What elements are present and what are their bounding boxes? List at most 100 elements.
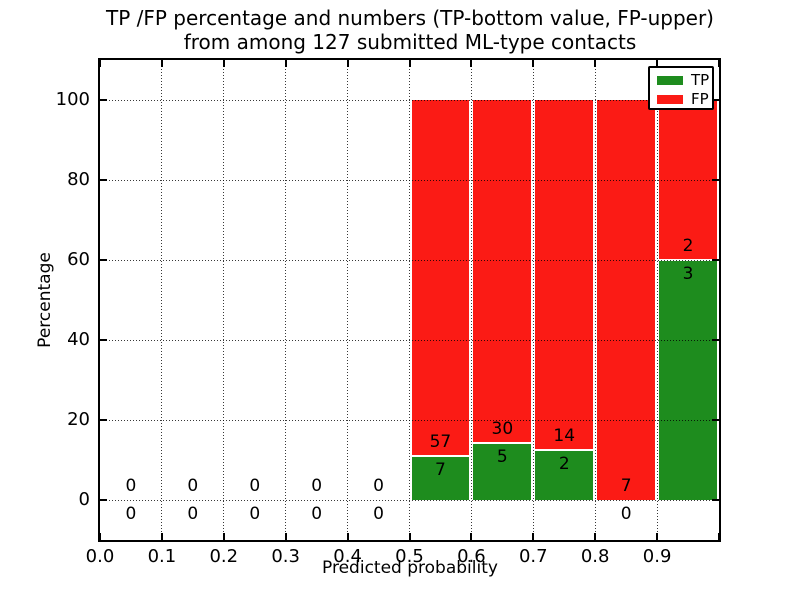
x-tick-label-0.9: 0.9 <box>642 546 672 567</box>
chart-title-line2: from among 127 submitted ML-type contact… <box>183 30 637 54</box>
y-tick-label-0: 0 <box>78 489 90 510</box>
x-tick-label-0.7: 0.7 <box>518 546 548 567</box>
x-tick-label-0.2: 0.2 <box>209 546 239 567</box>
bar-tp-segment <box>659 260 717 500</box>
tp-count-label: 0 <box>620 504 632 524</box>
tp-count-label: 0 <box>125 504 137 524</box>
gridline-x-5 <box>409 60 410 540</box>
tp-count-label: 5 <box>496 446 508 467</box>
y-tick-mark-right <box>712 99 719 101</box>
legend-label-fp: FP <box>691 90 709 108</box>
x-tick-mark-top <box>470 60 473 67</box>
y-tick-mark <box>100 339 107 341</box>
x-tick-label-0.4: 0.4 <box>333 546 362 567</box>
x-tick-mark <box>718 533 720 540</box>
fp-count-label: 0 <box>311 476 323 496</box>
x-tick-label-0.0: 0.0 <box>85 546 115 567</box>
fp-count-label: 7 <box>620 476 632 496</box>
y-tick-mark-right <box>712 259 719 261</box>
x-tick-label-0.6: 0.6 <box>457 546 486 567</box>
gridline-x-3 <box>285 60 287 540</box>
x-tick-mark <box>160 533 163 540</box>
x-tick-mark <box>594 533 597 540</box>
fp-count-label: 14 <box>553 426 576 446</box>
bar-tp-segment <box>411 456 470 500</box>
fp-count-label: 0 <box>125 476 137 496</box>
gridline-x-8 <box>594 60 596 540</box>
fp-count-label: 0 <box>249 476 261 496</box>
y-tick-label-40: 40 <box>67 329 90 350</box>
plot-area: TP FP 0 0 0 0 0 0 0 0 0 0 57 7 30 5 14 2 7 0 2 3 <box>98 58 721 542</box>
fp-count-label: 0 <box>187 476 199 496</box>
bar-segment-separator <box>411 455 470 458</box>
fp-count-label: 2 <box>682 236 694 256</box>
x-tick-mark <box>532 533 535 540</box>
y-tick-label-100: 100 <box>55 89 90 110</box>
legend-label-tp: TP <box>691 71 710 89</box>
x-tick-mark-top <box>284 60 287 67</box>
x-tick-mark <box>408 533 411 540</box>
x-tick-mark <box>99 533 101 540</box>
x-tick-mark-top <box>408 60 411 67</box>
x-tick-mark-top <box>99 60 101 67</box>
y-tick-mark <box>100 99 107 101</box>
fp-count-label: 57 <box>429 432 452 453</box>
bar-segment-separator <box>535 449 594 451</box>
tp-count-label: 0 <box>373 504 384 524</box>
legend-item-fp: FP <box>650 90 712 109</box>
x-tick-mark-top <box>656 60 659 67</box>
y-tick-label-20: 20 <box>67 409 90 430</box>
chart-title-line1: TP /FP percentage and numbers (TP-bottom… <box>106 6 714 30</box>
tp-color-swatch <box>657 76 683 85</box>
tp-count-label: 3 <box>682 264 694 284</box>
x-tick-mark <box>222 533 225 540</box>
tp-count-label: 7 <box>435 460 446 481</box>
bar-fp-segment <box>411 100 470 457</box>
tp-count-label: 0 <box>187 504 199 524</box>
bar-tp-segment <box>473 442 532 500</box>
x-tick-mark <box>656 533 659 540</box>
x-tick-mark-top <box>532 60 535 67</box>
x-tick-mark-top <box>718 60 720 67</box>
gridline-x-9 <box>656 60 658 540</box>
gridline-x-1 <box>161 60 163 540</box>
x-tick-mark-top <box>594 60 597 67</box>
y-tick-mark-right <box>712 179 719 181</box>
y-tick-mark-right <box>712 419 719 421</box>
y-tick-mark-right <box>712 339 719 341</box>
y-tick-mark-right <box>712 499 719 501</box>
y-tick-mark <box>100 259 107 261</box>
chart-title: TP /FP percentage and numbers (TP-bottom… <box>100 6 720 54</box>
x-axis-label: Predicted probability <box>322 558 498 578</box>
y-tick-mark <box>100 499 107 501</box>
x-tick-mark <box>284 533 287 540</box>
bar-fp-segment <box>473 100 532 443</box>
legend: TP FP <box>648 66 714 110</box>
x-tick-label-0.5: 0.5 <box>395 546 424 567</box>
y-tick-mark <box>100 419 107 421</box>
bar-segment-separator <box>473 441 532 444</box>
tp-count-label: 0 <box>311 504 323 524</box>
x-tick-mark <box>470 533 473 540</box>
bar-tp-segment <box>535 450 594 500</box>
fp-color-swatch <box>657 95 683 104</box>
x-tick-mark-top <box>160 60 163 67</box>
y-tick-label-60: 60 <box>67 249 90 270</box>
gridline-x-2 <box>223 60 225 540</box>
x-tick-mark <box>346 533 349 540</box>
gridline-x-4 <box>347 60 349 540</box>
gridline-x-7 <box>532 60 534 540</box>
bar-fp-segment <box>535 100 594 450</box>
x-tick-label-0.8: 0.8 <box>580 546 610 567</box>
bar-fp-segment <box>597 100 656 500</box>
x-tick-label-0.3: 0.3 <box>271 546 300 567</box>
fp-count-label: 0 <box>373 476 384 496</box>
gridline-x-6 <box>470 60 472 540</box>
tp-count-label: 2 <box>558 454 570 474</box>
legend-item-tp: TP <box>650 71 712 90</box>
y-tick-label-80: 80 <box>67 169 90 190</box>
fp-count-label: 30 <box>491 418 514 439</box>
tp-count-label: 0 <box>249 504 261 524</box>
x-tick-label-0.1: 0.1 <box>147 546 177 567</box>
